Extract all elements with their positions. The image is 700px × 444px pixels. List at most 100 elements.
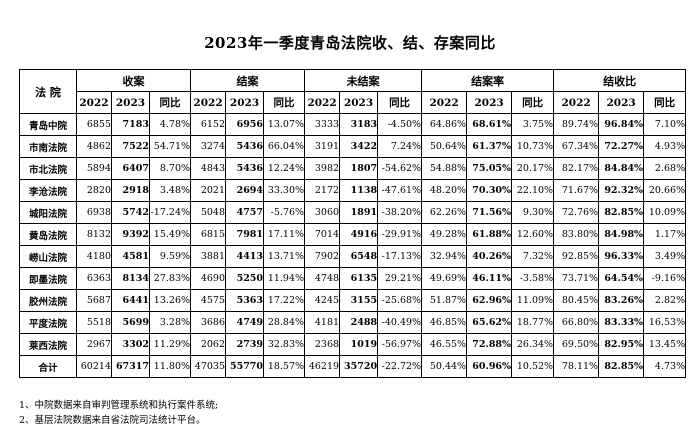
table-cell: 84.98% [598, 223, 645, 246]
table-cell: 7981 [225, 223, 265, 246]
table-cell: 49.28% [421, 223, 468, 246]
table-cell: 4749 [225, 311, 265, 334]
sub-header-year-2022: 2022 [190, 91, 227, 114]
table-cell: 29.21% [377, 267, 423, 290]
table-cell: 1019 [339, 333, 379, 356]
table-row: 黄岛法院 8132 9392 15.49% 6815 7981 17.11% 7014 4916… [19, 223, 687, 246]
sub-header-year-2023: 2023 [339, 91, 379, 114]
table-cell: 3060 [304, 201, 341, 224]
table-cell: 3.48% [148, 179, 192, 202]
table-cell: 71.56% [466, 201, 513, 224]
table-cell: 4757 [225, 201, 265, 224]
table-cell: 10.52% [511, 355, 555, 378]
footnote: 2、基层法院数据来自省法院司法统计平台。 [19, 415, 206, 426]
table-cell: 72.27% [598, 135, 645, 158]
table-cell: 83.26% [598, 289, 645, 312]
sub-header-year-2023: 2023 [466, 91, 513, 114]
sub-header-yoy: 同比 [511, 91, 555, 114]
group-header-closed: 结案 [190, 69, 306, 92]
court-name-cell: 平度法院 [19, 311, 77, 334]
table-cell: 65.62% [466, 311, 513, 334]
table-row: 城阳法院 6938 5742 -17.24% 5048 4757 -5.76% 3060 189… [19, 201, 687, 224]
table-cell: 2918 [111, 179, 150, 202]
table-cell: 67317 [111, 355, 150, 378]
table-cell: 2.82% [643, 289, 687, 312]
table-cell: 92.85% [553, 245, 600, 268]
page-title: 2023年一季度青岛法院收、结、存案同比 [204, 34, 496, 52]
table-cell: 12.24% [263, 157, 306, 180]
table-cell: 3.75% [511, 113, 555, 136]
table-cell: 46.11% [466, 267, 513, 290]
footnote: 1、中院数据来自审判管理系统和执行案件系统; [19, 400, 219, 411]
table-cell: 54.88% [421, 157, 468, 180]
court-name-cell: 城阳法院 [19, 201, 77, 224]
table-cell: -54.62% [377, 157, 423, 180]
court-name-cell: 即墨法院 [19, 267, 77, 290]
table-cell: 7522 [111, 135, 150, 158]
table-cell: 54.71% [148, 135, 192, 158]
table-row: 胶州法院 5687 6441 13.26% 4575 5363 17.22% 4245 3155… [19, 289, 687, 312]
table-cell: -5.76% [263, 201, 306, 224]
table-cell: 13.07% [263, 113, 306, 136]
table-cell: 6855 [76, 113, 112, 136]
table-cell: 3686 [190, 311, 227, 334]
table-cell: 3982 [304, 157, 341, 180]
table-cell: 35720 [339, 355, 379, 378]
table-cell: 16.53% [643, 311, 687, 334]
table-cell: 82.85% [598, 355, 645, 378]
table-cell: 49.69% [421, 267, 468, 290]
table-cell: 82.95% [598, 333, 645, 356]
statistics-table: 法 院 收案 结案 未结案 结案率 结收比 2022 2023 同比 2022 … [19, 69, 687, 378]
table-cell: 5518 [76, 311, 112, 334]
table-cell: 9392 [111, 223, 150, 246]
table-cell: 7014 [304, 223, 341, 246]
table-cell: 84.84% [598, 157, 645, 180]
table-cell: 11.80% [148, 355, 192, 378]
table-cell: 8132 [76, 223, 112, 246]
table-cell: 66.04% [263, 135, 306, 158]
table-cell: 71.67% [553, 179, 600, 202]
table-cell: 6815 [190, 223, 227, 246]
sub-header-year-2023: 2023 [225, 91, 265, 114]
table-row: 平度法院 5518 5699 3.28% 3686 4749 28.84% 4181 2488-… [19, 311, 687, 334]
table-row: 青岛中院 6855 7183 4.78% 6152 6956 13.07% 3333 3183-… [19, 113, 687, 136]
table-cell: 73.71% [553, 267, 600, 290]
table-cell: -17.13% [377, 245, 423, 268]
table-cell: 69.50% [553, 333, 600, 356]
group-header-closure-rate: 结案率 [421, 69, 555, 92]
table-cell: 6956 [225, 113, 265, 136]
table-cell: 66.80% [553, 311, 600, 334]
table-cell: 3191 [304, 135, 341, 158]
table-cell: 13.45% [643, 333, 687, 356]
court-name-cell: 黄岛法院 [19, 223, 77, 246]
table-cell: 6135 [339, 267, 379, 290]
table-cell: 10.73% [511, 135, 555, 158]
table-cell: 5250 [225, 267, 265, 290]
table-cell: 4180 [76, 245, 112, 268]
table-cell: 46219 [304, 355, 341, 378]
table-cell: 6938 [76, 201, 112, 224]
table-cell: -9.16% [643, 267, 687, 290]
table-cell: -40.49% [377, 311, 423, 334]
table-cell: 60214 [76, 355, 112, 378]
table-cell: 4581 [111, 245, 150, 268]
table-cell: 2820 [76, 179, 112, 202]
table-cell: 3155 [339, 289, 379, 312]
table-cell: 11.09% [511, 289, 555, 312]
sub-header-year-2022: 2022 [304, 91, 341, 114]
table-cell: -17.24% [148, 201, 192, 224]
table-cell: 2739 [225, 333, 265, 356]
table-cell: 8.70% [148, 157, 192, 180]
table-cell: 17.11% [263, 223, 306, 246]
table-cell: 4413 [225, 245, 265, 268]
table-cell: 70.30% [466, 179, 513, 202]
table-cell: 2694 [225, 179, 265, 202]
sub-header-yoy: 同比 [643, 91, 687, 114]
sub-header-yoy: 同比 [148, 91, 192, 114]
table-cell: 62.96% [466, 289, 513, 312]
table-cell: 3.28% [148, 311, 192, 334]
table-cell: 20.66% [643, 179, 687, 202]
table-cell: 61.37% [466, 135, 513, 158]
table-cell: 9.30% [511, 201, 555, 224]
table-cell: 50.64% [421, 135, 468, 158]
